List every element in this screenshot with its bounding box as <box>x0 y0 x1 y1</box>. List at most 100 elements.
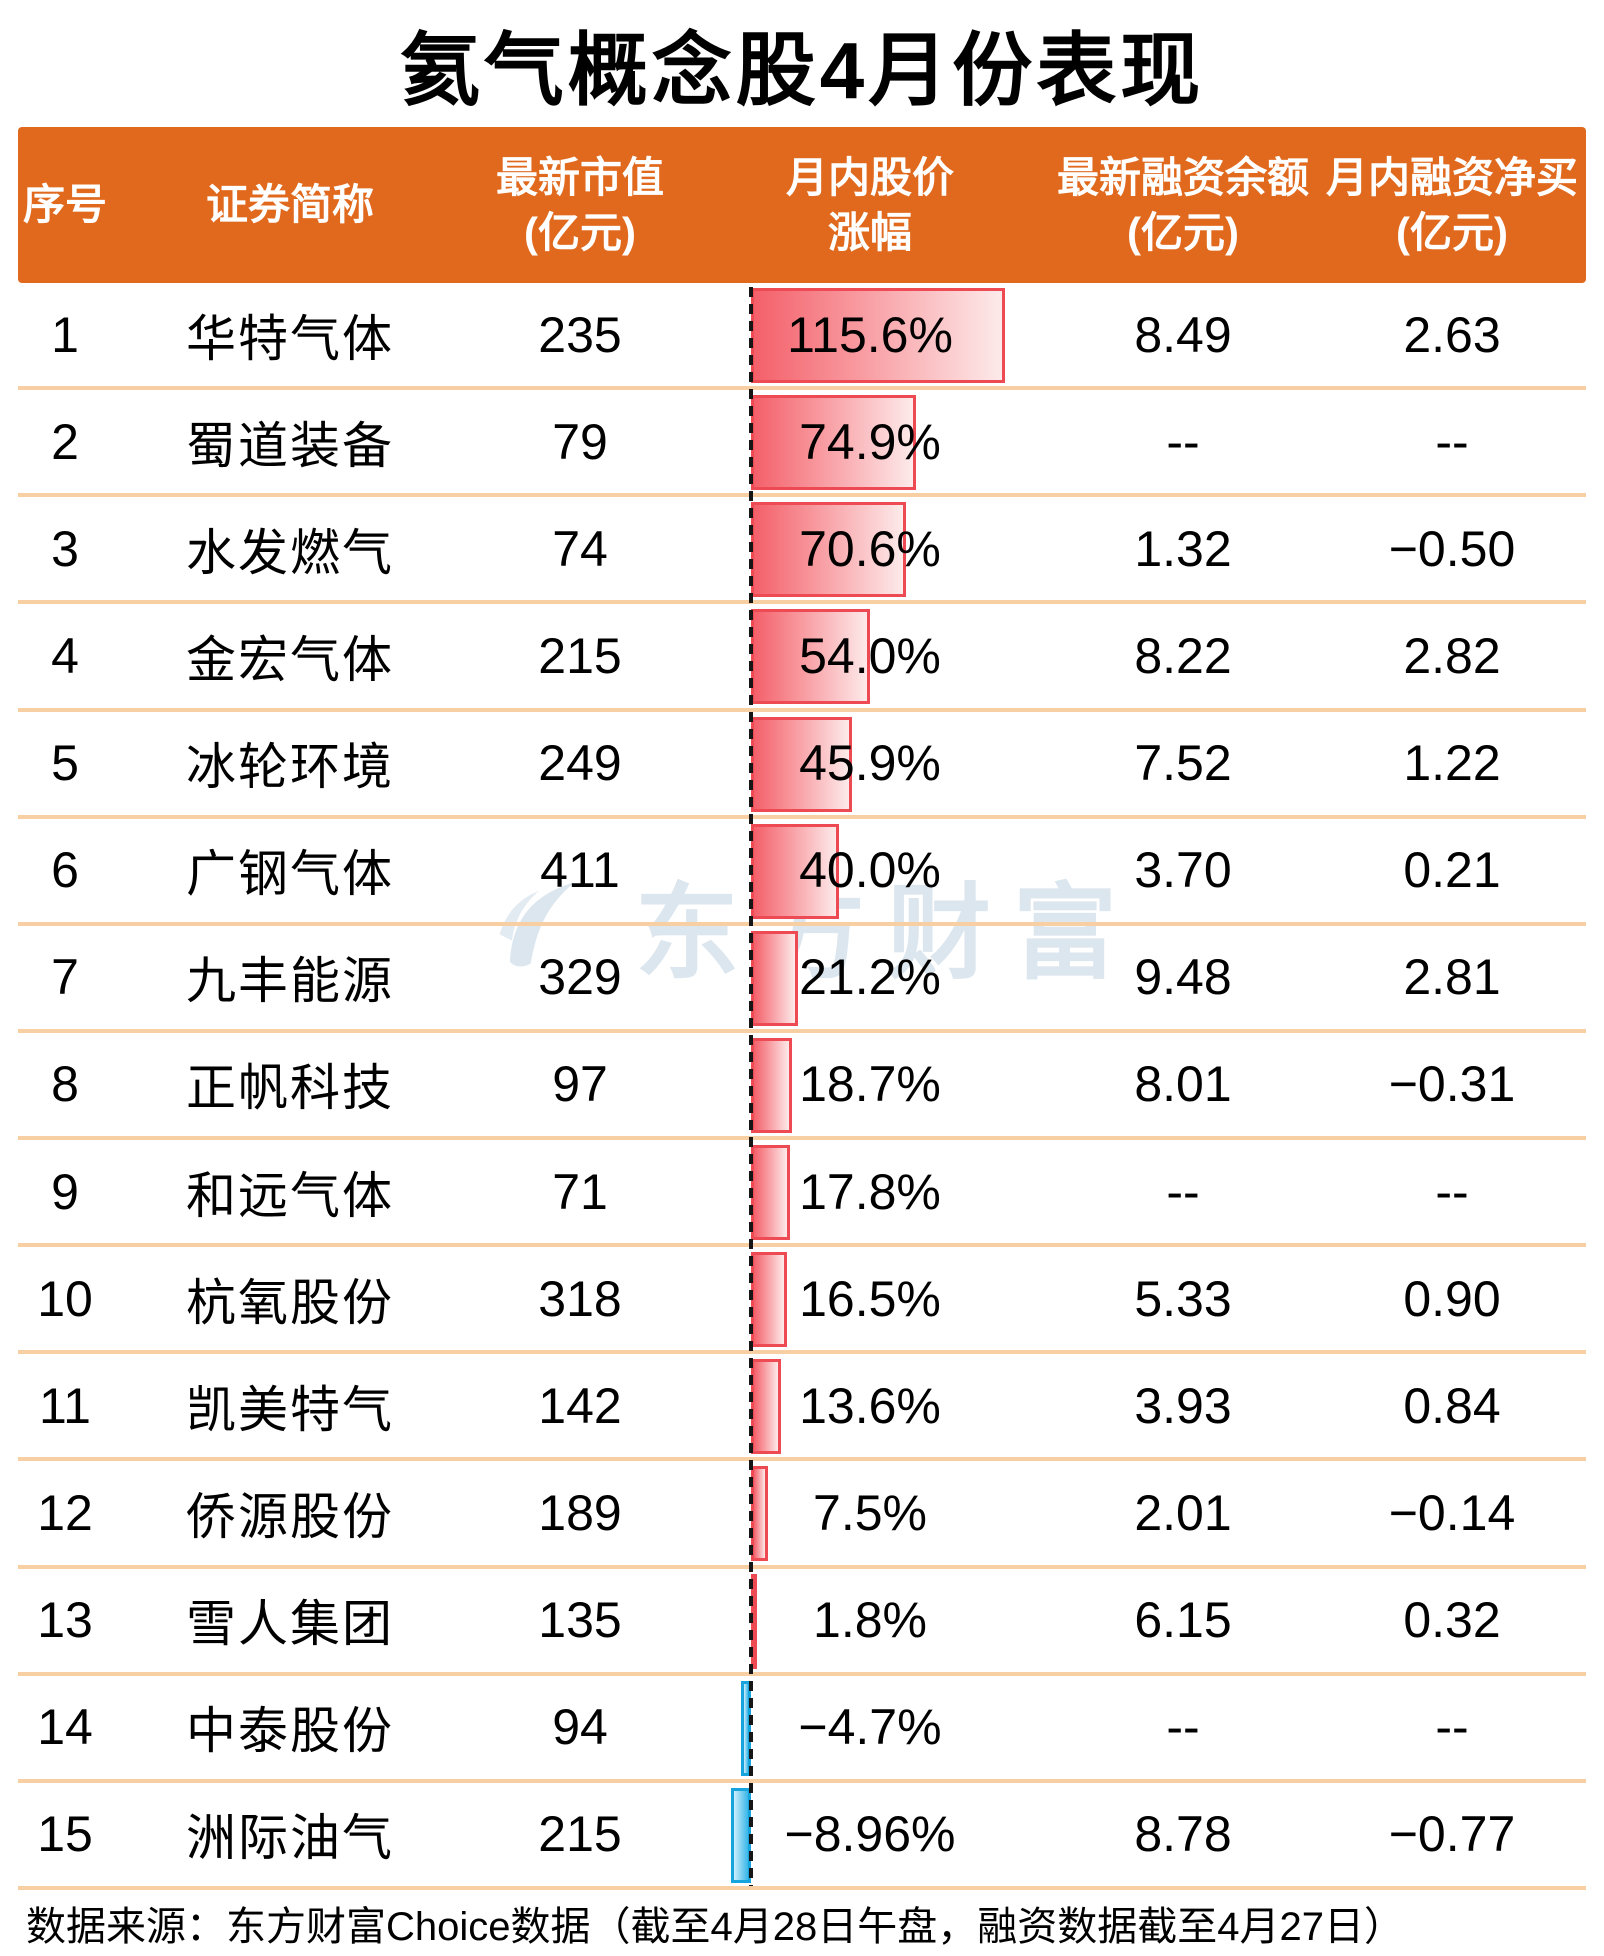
price-change-value: 74.9% <box>799 413 941 470</box>
col-header-market-cap-line2: (亿元) <box>524 209 636 256</box>
col-header-net-financing-buy-line2: (亿元) <box>1396 209 1508 256</box>
eastmoney-logo-icon <box>499 881 575 966</box>
financing-balance-value: -- <box>1166 413 1200 470</box>
stock-name: 九丰能源 <box>186 953 394 1010</box>
net-financing-buy-value: −0.77 <box>1388 1806 1516 1863</box>
watermark: 东方财富 <box>485 848 1139 999</box>
market-cap-value: 142 <box>538 1377 622 1434</box>
market-cap-value: 94 <box>552 1699 608 1756</box>
table-row: 3 水发燃气 74 70.6% 1.32 −0.50 <box>18 497 1586 605</box>
table-row: 12 侨源股份 189 7.5% 2.01 −0.14 <box>18 1461 1586 1569</box>
price-change-value: 21.2% <box>799 949 941 1006</box>
row-index: 14 <box>37 1699 93 1756</box>
change-bar <box>751 288 1006 383</box>
stock-name: 广钢气体 <box>186 846 394 903</box>
market-cap-value: 329 <box>538 949 622 1006</box>
price-change-value: 16.5% <box>799 1270 941 1327</box>
market-cap-value: 189 <box>538 1484 622 1541</box>
change-bar <box>751 1145 791 1240</box>
net-financing-buy-value: 0.90 <box>1403 1270 1501 1327</box>
price-change-value: 40.0% <box>799 842 941 899</box>
col-header-index: 序号 <box>22 181 107 229</box>
financing-balance-value: 6.15 <box>1134 1592 1232 1649</box>
zero-baseline <box>749 287 753 1886</box>
net-financing-buy-value: −0.50 <box>1388 520 1516 577</box>
col-header-financing-balance: 最新融资余额 (亿元) <box>1048 150 1318 261</box>
net-financing-buy-value: −0.31 <box>1388 1056 1516 1113</box>
financing-balance-value: -- <box>1166 1699 1200 1756</box>
row-index: 5 <box>51 735 79 792</box>
net-financing-buy-value: −0.14 <box>1388 1484 1516 1541</box>
change-bar <box>751 395 916 491</box>
row-index: 2 <box>51 413 79 470</box>
change-bar <box>751 609 870 705</box>
row-index: 13 <box>37 1592 93 1649</box>
net-financing-buy-value: 2.63 <box>1403 306 1501 363</box>
table-body: 东方财富 1 华特气体 235 115.6% 8.49 2.63 2 蜀道装备 … <box>18 283 1586 1890</box>
stock-name: 洲际油气 <box>186 1810 394 1867</box>
stock-name: 雪人集团 <box>186 1596 394 1653</box>
financing-balance-value: 8.78 <box>1134 1806 1232 1863</box>
row-index: 1 <box>51 306 79 363</box>
stock-name: 蜀道装备 <box>186 417 394 474</box>
net-financing-buy-value: 2.82 <box>1403 627 1501 684</box>
change-bar <box>751 930 798 1026</box>
net-financing-buy-value: -- <box>1435 1163 1469 1220</box>
table-row: 4 金宏气体 215 54.0% 8.22 2.82 <box>18 604 1586 712</box>
watermark-text: 东方财富 <box>635 876 1140 992</box>
stock-name: 侨源股份 <box>186 1488 394 1545</box>
financing-balance-value: 3.93 <box>1134 1377 1232 1434</box>
price-change-value: 115.6% <box>787 306 953 363</box>
net-financing-buy-value: -- <box>1435 1699 1469 1756</box>
stock-name: 凯美特气 <box>186 1381 394 1438</box>
col-header-price-change-line2: 涨幅 <box>827 209 912 256</box>
market-cap-value: 318 <box>538 1270 622 1327</box>
net-financing-buy-value: -- <box>1435 413 1469 470</box>
price-change-value: 18.7% <box>799 1056 941 1113</box>
row-index: 4 <box>51 627 79 684</box>
stock-name: 华特气体 <box>186 310 394 367</box>
col-header-price-change: 月内股价 涨幅 <box>692 150 1048 261</box>
table-row: 15 洲际油气 215 −8.96% 8.78 −0.77 <box>18 1783 1586 1890</box>
financing-balance-value: 2.01 <box>1134 1484 1232 1541</box>
financing-balance-value: 8.22 <box>1134 627 1232 684</box>
market-cap-value: 411 <box>540 842 620 899</box>
table-row: 13 雪人集团 135 1.8% 6.15 0.32 <box>18 1569 1586 1676</box>
table-row: 10 杭氧股份 318 16.5% 5.33 0.90 <box>18 1247 1586 1355</box>
financing-balance-value: 5.33 <box>1134 1270 1232 1327</box>
table-row: 5 冰轮环境 249 45.9% 7.52 1.22 <box>18 712 1586 819</box>
row-index: 9 <box>51 1163 79 1220</box>
table-row: 7 九丰能源 329 21.2% 9.48 2.81 <box>18 926 1586 1033</box>
row-index: 8 <box>51 1056 79 1113</box>
net-financing-buy-value: 1.22 <box>1403 735 1501 792</box>
col-header-name: 证券简称 <box>205 181 374 229</box>
net-financing-buy-value: 2.81 <box>1403 949 1501 1006</box>
market-cap-value: 71 <box>552 1163 608 1220</box>
market-cap-value: 235 <box>538 306 622 363</box>
financing-balance-value: 1.32 <box>1134 520 1232 577</box>
row-index: 7 <box>51 949 79 1006</box>
price-change-value: 17.8% <box>799 1163 941 1220</box>
table-row: 9 和远气体 71 17.8% -- -- <box>18 1140 1586 1248</box>
stock-name: 金宏气体 <box>186 631 394 688</box>
market-cap-value: 97 <box>552 1056 608 1113</box>
net-financing-buy-value: 0.21 <box>1403 842 1501 899</box>
price-change-value: 70.6% <box>799 520 941 577</box>
table-row: 1 华特气体 235 115.6% 8.49 2.63 <box>18 283 1586 391</box>
market-cap-value: 135 <box>538 1592 622 1649</box>
stock-name: 冰轮环境 <box>186 739 394 796</box>
financing-balance-value: 9.48 <box>1134 949 1232 1006</box>
source-note: 数据来源：东方财富Choice数据（截至4月28日午盘，融资数据截至4月27日） <box>26 1905 1404 1949</box>
price-change-value: 1.8% <box>813 1592 927 1649</box>
row-index: 10 <box>37 1270 93 1327</box>
change-bar <box>751 716 852 812</box>
market-cap-value: 215 <box>538 627 622 684</box>
market-cap-value: 249 <box>538 735 622 792</box>
col-header-price-change-line1: 月内股价 <box>785 153 954 201</box>
stock-name: 正帆科技 <box>186 1060 394 1117</box>
table-row: 2 蜀道装备 79 74.9% -- -- <box>18 390 1586 498</box>
page-title: 氦气概念股4月份表现 <box>399 25 1205 115</box>
stock-name: 和远气体 <box>186 1167 394 1224</box>
financing-balance-value: 7.52 <box>1134 735 1232 792</box>
